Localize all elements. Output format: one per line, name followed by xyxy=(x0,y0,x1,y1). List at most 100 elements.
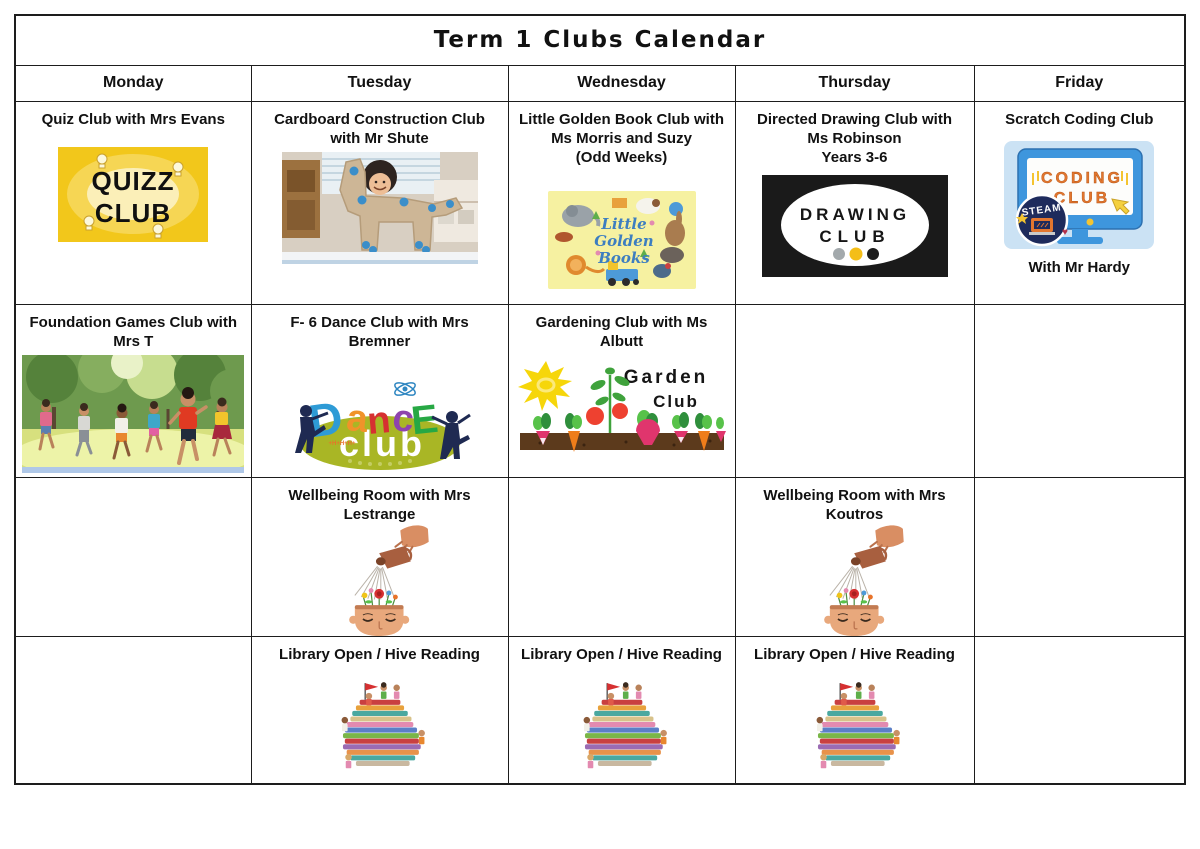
dance-club-word: club xyxy=(338,423,424,464)
cell-tuesday-library: Library Open / Hive Reading xyxy=(250,636,509,785)
atom-icon xyxy=(393,381,416,396)
cell-thursday-empty-row2 xyxy=(734,303,975,478)
coding-club-artwork: CODING CLUB STEAM ♥ xyxy=(1004,140,1155,249)
club-title: Little Golden Book Club with Ms Morris a… xyxy=(519,110,724,147)
golden-books-text-1: Little xyxy=(600,215,646,233)
library-book-stack-artwork xyxy=(341,682,425,769)
flowers xyxy=(836,588,873,608)
club-title: Quiz Club with Mrs Evans xyxy=(41,110,225,128)
book-stack xyxy=(342,700,421,767)
cell-wednesday-golden-book-club: Little Golden Book Club with Ms Morris a… xyxy=(507,100,736,305)
head-illustration xyxy=(348,605,409,636)
dancer-silhouette-right xyxy=(430,410,471,459)
club-title: Gardening Club with Ms Albutt xyxy=(535,313,708,350)
day-header-monday: Monday xyxy=(14,64,252,102)
cell-wednesday-library: Library Open / Hive Reading xyxy=(507,636,736,785)
day-header-wednesday: Wednesday xyxy=(507,64,736,102)
wellbeing-watering-head-artwork xyxy=(348,525,429,636)
cell-friday-empty-row3 xyxy=(973,476,1186,638)
golden-books-text-2: Golden xyxy=(594,232,653,250)
drawing-club-artwork: DRAWING CLUB xyxy=(761,175,948,278)
day-header-friday: Friday xyxy=(973,64,1186,102)
running-kids-photo xyxy=(22,354,245,473)
club-footer: With Mr Hardy xyxy=(1028,258,1131,276)
quizz-club-text: CLUB xyxy=(95,198,171,228)
dancer-silhouette-left xyxy=(294,404,329,453)
cell-monday-foundation-games: Foundation Games Club with Mrs T xyxy=(14,303,252,478)
cursor-hand-icon xyxy=(1111,198,1130,215)
library-book-stack-artwork xyxy=(816,682,900,769)
cell-wednesday-gardening-club: Gardening Club with Ms Albutt Garden Clu… xyxy=(507,303,736,478)
drawing-text: DRAWING xyxy=(799,205,909,224)
cell-friday-empty-row2 xyxy=(973,303,1186,478)
drawing-club-text: CLUB xyxy=(819,227,890,246)
cell-thursday-library: Library Open / Hive Reading xyxy=(734,636,975,785)
flowers xyxy=(361,588,398,608)
day-header-tuesday: Tuesday xyxy=(250,64,509,102)
cell-tuesday-wellbeing-room: Wellbeing Room with Mrs Lestrange xyxy=(250,476,509,638)
library-book-stack-artwork xyxy=(583,682,667,769)
cell-wednesday-empty-row3 xyxy=(507,476,736,638)
club-title: Library Open / Hive Reading xyxy=(754,646,955,664)
club-title: Wellbeing Room with Mrs Lestrange xyxy=(288,486,471,524)
page-title: Term 1 Clubs Calendar xyxy=(433,27,767,54)
cell-friday-empty-row4 xyxy=(973,636,1186,785)
dance-letter-c: c xyxy=(390,397,415,441)
club-subtitle: Years 3-6 xyxy=(821,148,888,166)
club-subtitle: (Odd Weeks) xyxy=(575,148,668,166)
head-illustration xyxy=(823,605,884,636)
children-figures xyxy=(341,682,425,769)
sun-icon xyxy=(517,360,572,411)
clubs-calendar-table: Term 1 Clubs Calendar Monday Tuesday Wed… xyxy=(14,14,1186,785)
day-header-thursday: Thursday xyxy=(734,64,975,102)
club-title: Directed Drawing Club with Ms Robinson xyxy=(756,110,952,147)
vegetables xyxy=(532,409,726,452)
coding-text: CODING xyxy=(1041,170,1123,187)
quizz-text: QUIZZ xyxy=(92,166,175,196)
cell-monday-empty-row4 xyxy=(14,636,252,785)
cell-thursday-drawing-club: Directed Drawing Club with Ms Robinson Y… xyxy=(734,100,975,305)
dance-club-artwork: club D a n c E +H+H+H+ xyxy=(294,381,471,470)
flag-icon xyxy=(838,683,853,701)
club-title: Scratch Coding Club xyxy=(1005,110,1154,128)
cell-tuesday-cardboard-club: Cardboard Construction Club with Mr Shut… xyxy=(250,100,509,305)
quizz-club-artwork: QUIZZ CLUB xyxy=(58,146,209,242)
children-figures xyxy=(583,682,667,769)
cell-monday-empty-row3 xyxy=(14,476,252,638)
book-stack xyxy=(584,700,663,767)
club-title: Library Open / Hive Reading xyxy=(521,646,722,664)
club-title: Cardboard Construction Club with Mr Shut… xyxy=(274,110,485,147)
cell-friday-coding-club: Scratch Coding Club CODING CLUB xyxy=(973,100,1186,305)
calendar-title-cell: Term 1 Clubs Calendar xyxy=(14,14,1186,66)
wellbeing-watering-head-artwork xyxy=(823,525,904,636)
watering-can-icon xyxy=(375,546,412,569)
heart-icon: ♥ xyxy=(1062,227,1068,238)
flag-icon xyxy=(363,683,378,701)
steam-badge: STEAM ♥ xyxy=(1016,193,1069,246)
dance-letter-e: E xyxy=(409,397,440,444)
little-golden-books-artwork: Little Golden Books xyxy=(547,191,696,290)
club-title: Foundation Games Club with Mrs T xyxy=(29,313,238,350)
book-stack xyxy=(817,700,896,767)
running-children-figures xyxy=(38,386,233,465)
dance-small-text: +H+H+H+ xyxy=(328,441,356,447)
golden-books-text-3: Books xyxy=(597,249,650,267)
children-figures xyxy=(816,682,900,769)
club-title: Library Open / Hive Reading xyxy=(279,646,480,664)
animal-ring-illustration xyxy=(554,198,685,287)
club-title: Wellbeing Room with Mrs Koutros xyxy=(763,486,946,524)
garden-club-text: Club xyxy=(653,392,699,411)
lightbulb-icon xyxy=(83,153,184,239)
coding-club-text: CLUB xyxy=(1054,190,1110,207)
flag-icon xyxy=(605,683,620,701)
cell-monday-quiz-club: Quiz Club with Mrs Evans QUIZZ CLUB xyxy=(14,100,252,305)
cell-tuesday-dance-club: F- 6 Dance Club with Mrs Bremner club D … xyxy=(250,303,509,478)
garden-text: Garden xyxy=(623,367,708,388)
garden-club-artwork: Garden Club xyxy=(513,354,730,461)
watering-can-icon xyxy=(850,546,887,569)
cell-thursday-wellbeing-room: Wellbeing Room with Mrs Koutros xyxy=(734,476,975,638)
dance-letter-n: n xyxy=(365,399,392,443)
cardboard-construction-photo xyxy=(281,151,478,264)
club-title: F- 6 Dance Club with Mrs Bremner xyxy=(290,313,469,350)
